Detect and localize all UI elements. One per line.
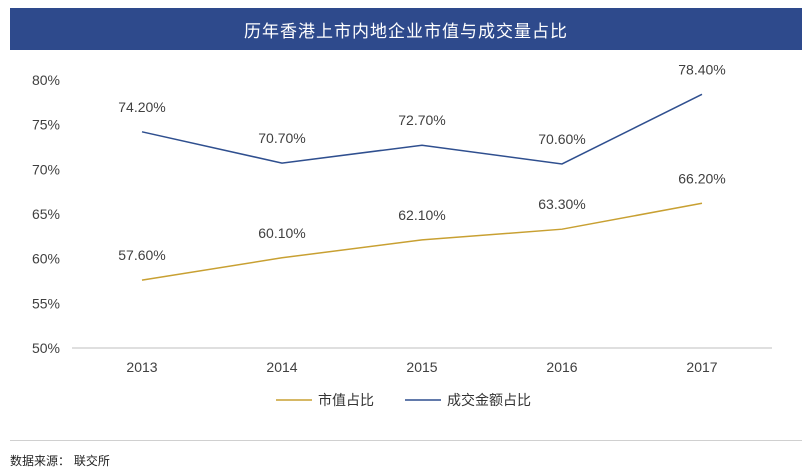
data-label: 74.20% xyxy=(118,99,165,115)
y-tick-label: 70% xyxy=(32,161,60,177)
y-tick-label: 65% xyxy=(32,206,60,222)
data-label: 63.30% xyxy=(538,196,585,212)
divider-line xyxy=(10,440,802,441)
legend-label: 成交金额占比 xyxy=(447,392,531,409)
y-tick-label: 80% xyxy=(32,72,60,88)
y-tick-label: 60% xyxy=(32,251,60,267)
x-tick-label: 2013 xyxy=(126,359,157,375)
data-label: 70.70% xyxy=(258,130,305,146)
data-label: 62.10% xyxy=(398,207,445,223)
series-line xyxy=(141,93,703,165)
x-tick-label: 2016 xyxy=(546,359,577,375)
x-tick-label: 2015 xyxy=(406,359,437,375)
y-tick-label: 55% xyxy=(32,295,60,311)
data-label: 57.60% xyxy=(118,247,165,263)
legend-label: 市值占比 xyxy=(318,392,374,409)
chart-title: 历年香港上市内地企业市值与成交量占比 xyxy=(10,8,802,50)
data-label: 66.20% xyxy=(678,170,725,186)
data-label: 72.70% xyxy=(398,112,445,128)
y-tick-label: 75% xyxy=(32,117,60,133)
source-note: 数据来源： 联交所 xyxy=(10,454,110,468)
data-label: 70.60% xyxy=(538,131,585,147)
x-tick-label: 2014 xyxy=(266,359,297,375)
series-line xyxy=(141,202,703,281)
data-label: 78.40% xyxy=(678,61,725,77)
x-tick-label: 2017 xyxy=(686,359,717,375)
data-label: 60.10% xyxy=(258,225,305,241)
y-tick-label: 50% xyxy=(32,340,60,356)
